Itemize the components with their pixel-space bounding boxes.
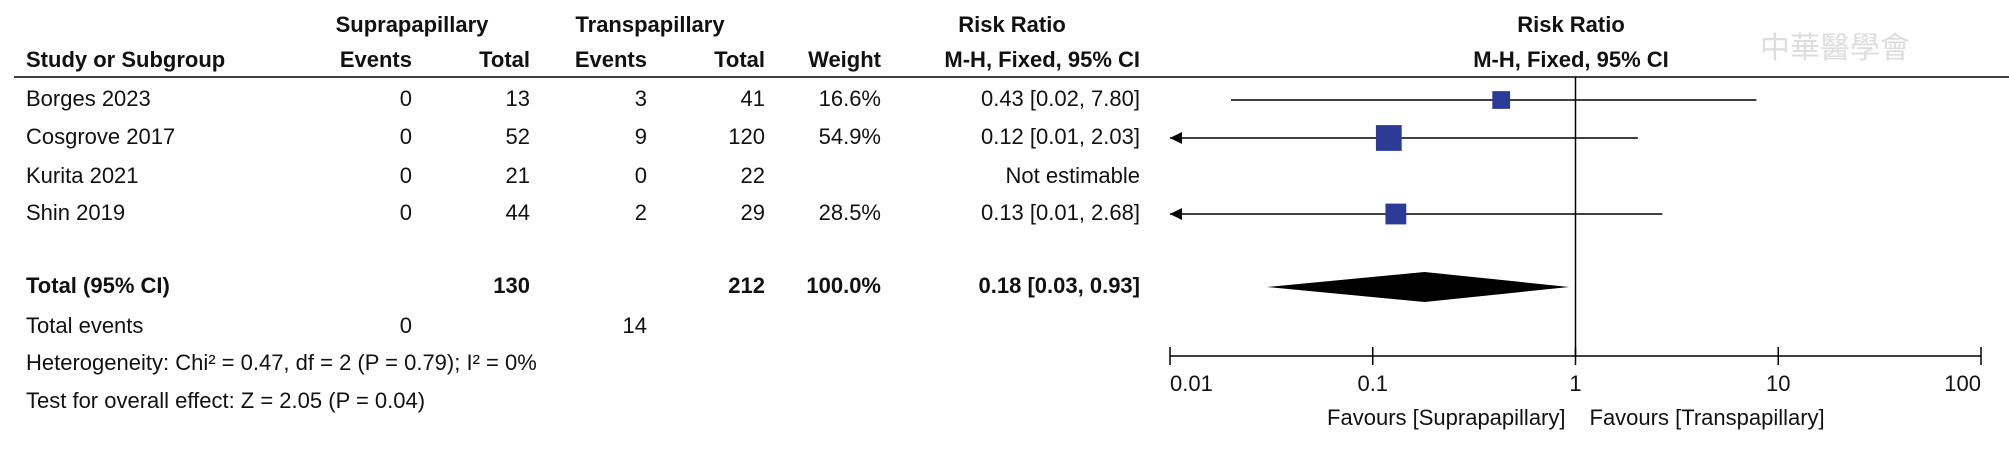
total-events-label: Total events	[26, 313, 143, 338]
heterogeneity: Heterogeneity: Chi² = 0.47, df = 2 (P = …	[26, 350, 537, 375]
cell: 44	[506, 200, 530, 225]
x-tick-label: 100	[1944, 371, 1981, 396]
x-tick-label: 0.01	[1170, 371, 1213, 396]
column-header: Events	[575, 47, 647, 72]
total-events: 0	[400, 313, 412, 338]
ci-arrow	[1170, 208, 1182, 220]
column-header: M-H, Fixed, 95% CI	[944, 47, 1140, 72]
group-header: Suprapapillary	[336, 12, 490, 37]
total-ci: 0.18 [0.03, 0.93]	[979, 273, 1140, 298]
group-header: Risk Ratio	[1517, 12, 1625, 37]
group-header: Transpapillary	[575, 12, 725, 37]
study-name: Kurita 2021	[26, 163, 139, 188]
cell: 3	[635, 86, 647, 111]
cell: 0	[400, 200, 412, 225]
column-header: Study or Subgroup	[26, 47, 225, 72]
cell: 2	[635, 200, 647, 225]
x-tick-label: 0.1	[1357, 371, 1388, 396]
ci-arrow	[1170, 132, 1182, 144]
weight: 16.6%	[819, 86, 881, 111]
ci-label: 0.43 [0.02, 7.80]	[981, 86, 1140, 111]
total-events: 14	[623, 313, 647, 338]
study-name: Borges 2023	[26, 86, 151, 111]
column-header: Total	[714, 47, 765, 72]
study-name: Cosgrove 2017	[26, 124, 175, 149]
column-header: M-H, Fixed, 95% CI	[1473, 47, 1669, 72]
effect-square	[1385, 203, 1407, 225]
x-tick-label: 1	[1569, 371, 1581, 396]
watermark: 中華醫學會	[1760, 32, 1910, 65]
cell: 0	[635, 163, 647, 188]
cell: 21	[506, 163, 530, 188]
cell: 22	[741, 163, 765, 188]
group-header: Risk Ratio	[958, 12, 1066, 37]
x-tick-label: 10	[1766, 371, 1790, 396]
ci-label: 0.13 [0.01, 2.68]	[981, 200, 1140, 225]
overall-effect: Test for overall effect: Z = 2.05 (P = 0…	[26, 388, 425, 413]
ci-label: Not estimable	[1005, 163, 1140, 188]
cell: 0	[400, 124, 412, 149]
effect-square	[1375, 125, 1402, 151]
weight: 54.9%	[819, 124, 881, 149]
cell: 52	[506, 124, 530, 149]
cell: 29	[741, 200, 765, 225]
cell: 0	[400, 86, 412, 111]
effect-square	[1492, 91, 1511, 109]
favours-left: Favours [Suprapapillary]	[1327, 405, 1565, 430]
total-cell: 212	[728, 273, 765, 298]
total-name: Total (95% CI)	[26, 273, 170, 298]
ci-label: 0.12 [0.01, 2.03]	[981, 124, 1140, 149]
favours-right: Favours [Transpapillary]	[1590, 405, 1825, 430]
column-header: Events	[340, 47, 412, 72]
cell: 9	[635, 124, 647, 149]
cell: 13	[506, 86, 530, 111]
study-name: Shin 2019	[26, 200, 125, 225]
total-cell: 130	[493, 273, 530, 298]
total-diamond	[1266, 272, 1570, 302]
column-header: Weight	[808, 47, 882, 72]
column-header: Total	[479, 47, 530, 72]
cell: 120	[728, 124, 765, 149]
total-weight: 100.0%	[806, 273, 881, 298]
cell: 41	[741, 86, 765, 111]
cell: 0	[400, 163, 412, 188]
weight: 28.5%	[819, 200, 881, 225]
